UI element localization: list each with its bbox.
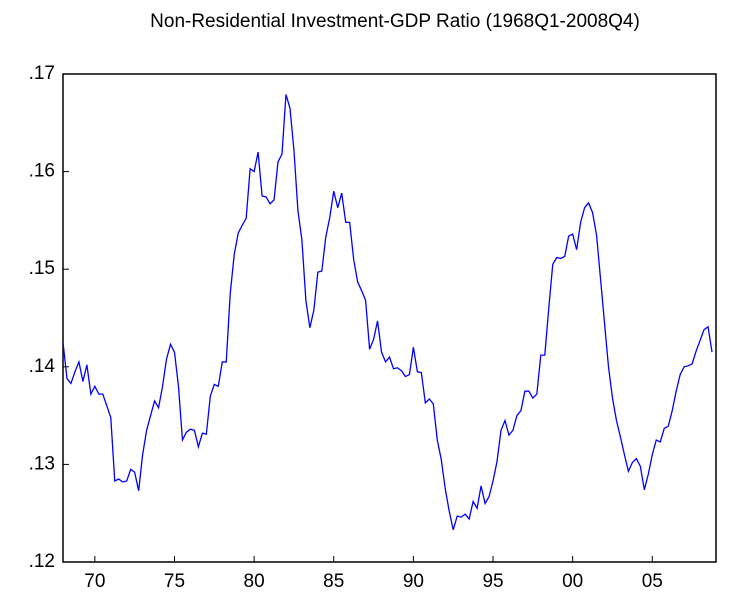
x-tick-label: 75 xyxy=(164,571,185,592)
y-tick-label: .15 xyxy=(29,258,55,279)
y-tick-label: .16 xyxy=(29,161,55,182)
y-tick-label: .12 xyxy=(29,551,55,572)
x-tick-label: 90 xyxy=(403,571,424,592)
x-tick-label: 85 xyxy=(323,571,344,592)
y-tick-label: .13 xyxy=(29,453,55,474)
x-tick-label: 00 xyxy=(562,571,583,592)
x-tick-label: 80 xyxy=(244,571,265,592)
x-tick-label: 70 xyxy=(84,571,105,592)
chart-title: Non-Residential Investment-GDP Ratio (19… xyxy=(150,11,640,32)
y-tick-label: .17 xyxy=(29,63,55,84)
y-tick-label: .14 xyxy=(29,356,56,377)
x-tick-label: 05 xyxy=(642,571,663,592)
data-line xyxy=(62,94,713,530)
plot-frame xyxy=(62,73,717,563)
x-tick-label: 95 xyxy=(482,571,503,592)
